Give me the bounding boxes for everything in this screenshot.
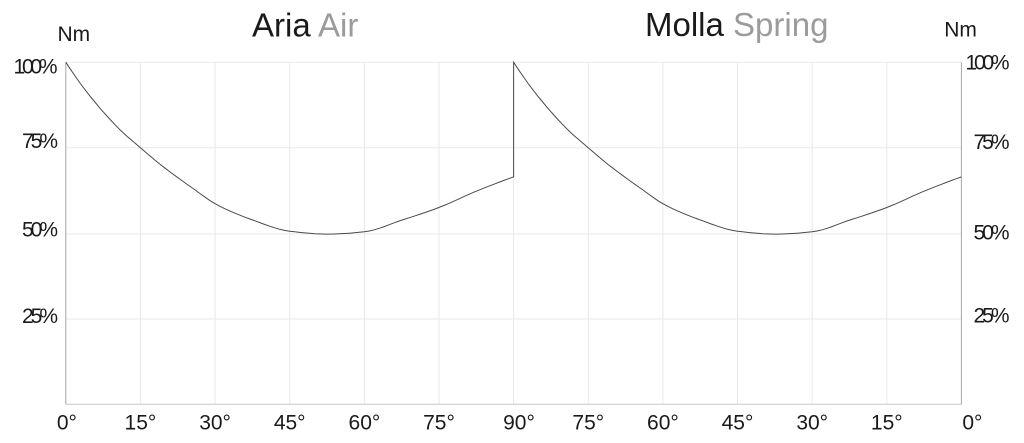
svg-text:75%: 75%: [22, 130, 58, 153]
svg-text:15°: 15°: [125, 412, 157, 435]
svg-text:30°: 30°: [796, 412, 828, 435]
svg-text:75°: 75°: [423, 412, 455, 435]
svg-text:Molla Spring: Molla Spring: [645, 6, 828, 43]
svg-text:100%: 100%: [14, 56, 58, 79]
svg-text:Nm: Nm: [944, 19, 977, 42]
svg-text:15°: 15°: [871, 412, 903, 435]
svg-text:30°: 30°: [199, 412, 231, 435]
svg-text:100%: 100%: [966, 52, 1010, 75]
svg-text:75%: 75%: [974, 131, 1010, 154]
svg-text:60°: 60°: [647, 412, 679, 435]
svg-text:25%: 25%: [22, 305, 58, 328]
svg-text:0°: 0°: [962, 412, 982, 435]
svg-text:50%: 50%: [974, 222, 1010, 245]
svg-text:60°: 60°: [349, 412, 381, 435]
svg-text:Aria Air: Aria Air: [252, 7, 358, 44]
svg-text:25%: 25%: [974, 305, 1010, 328]
svg-text:90°: 90°: [503, 412, 535, 435]
svg-text:45°: 45°: [722, 412, 754, 435]
svg-text:75°: 75°: [572, 412, 604, 435]
svg-text:0°: 0°: [57, 412, 77, 435]
svg-text:Nm: Nm: [57, 23, 90, 46]
svg-text:50%: 50%: [22, 219, 58, 242]
svg-text:45°: 45°: [274, 412, 306, 435]
